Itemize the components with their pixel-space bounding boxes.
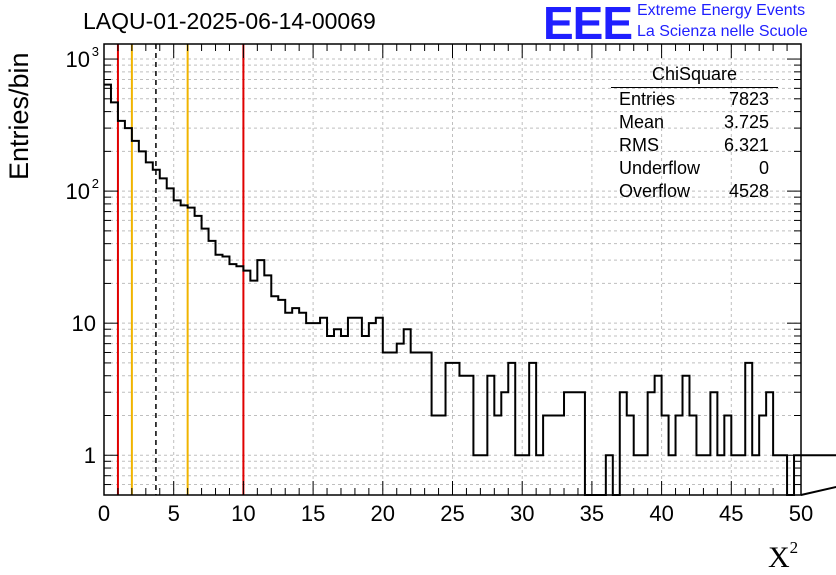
- x-tick-label: 0: [98, 501, 110, 526]
- histogram-line: [104, 83, 836, 496]
- chart-title: LAQU-01-2025-06-14-00069: [83, 8, 376, 34]
- x-tick-label: 45: [719, 501, 743, 526]
- stats-label: Overflow: [619, 181, 691, 201]
- x-tick-label: 30: [510, 501, 534, 526]
- y-tick-label: 10: [66, 179, 90, 204]
- stats-value: 4528: [728, 181, 769, 201]
- stats-title: ChiSquare: [611, 64, 778, 88]
- stats-label: Entries: [619, 89, 676, 109]
- y-tick-label: 10: [66, 47, 90, 72]
- stats-label: Mean: [619, 112, 665, 132]
- x-tick-label: 40: [649, 501, 673, 526]
- stats-value: 3.725: [723, 112, 769, 132]
- x-axis-label: X2: [768, 538, 799, 574]
- y-tick-label: 1: [84, 443, 96, 468]
- y-tick-label: 10: [72, 311, 96, 336]
- stats-row: Underflow 0: [611, 157, 778, 180]
- stats-row: Overflow 4528: [611, 180, 778, 203]
- logo-line-1: Extreme Energy Events: [637, 2, 806, 19]
- stats-row: Mean 3.725: [611, 111, 778, 134]
- grid-lines: [104, 44, 801, 495]
- x-tick-label: 20: [371, 501, 395, 526]
- stats-value: 6.321: [723, 135, 769, 155]
- stats-value: 7823: [728, 89, 769, 109]
- stats-box: ChiSquare Entries 7823 Mean 3.725 RMS 6.321…: [611, 64, 778, 203]
- x-tick-label: 15: [301, 501, 325, 526]
- x-tick-label: 5: [168, 501, 180, 526]
- y-tick-exponent: 3: [92, 44, 99, 59]
- eee-logo: EEE: [543, 0, 633, 49]
- histogram-bars: [104, 83, 836, 496]
- stats-row: Entries 7823: [611, 88, 778, 111]
- x-tick-label: 50: [789, 501, 813, 526]
- x-tick-label: 25: [440, 501, 464, 526]
- stats-row: RMS 6.321: [611, 134, 778, 157]
- stats-label: Underflow: [619, 158, 701, 178]
- x-tick-label: 10: [231, 501, 255, 526]
- y-tick-exponent: 2: [92, 176, 99, 191]
- stats-label: RMS: [619, 135, 659, 155]
- stats-value: 0: [758, 158, 769, 178]
- x-tick-label: 35: [580, 501, 604, 526]
- logo-line-2: La Scienza nelle Scuole: [637, 23, 808, 40]
